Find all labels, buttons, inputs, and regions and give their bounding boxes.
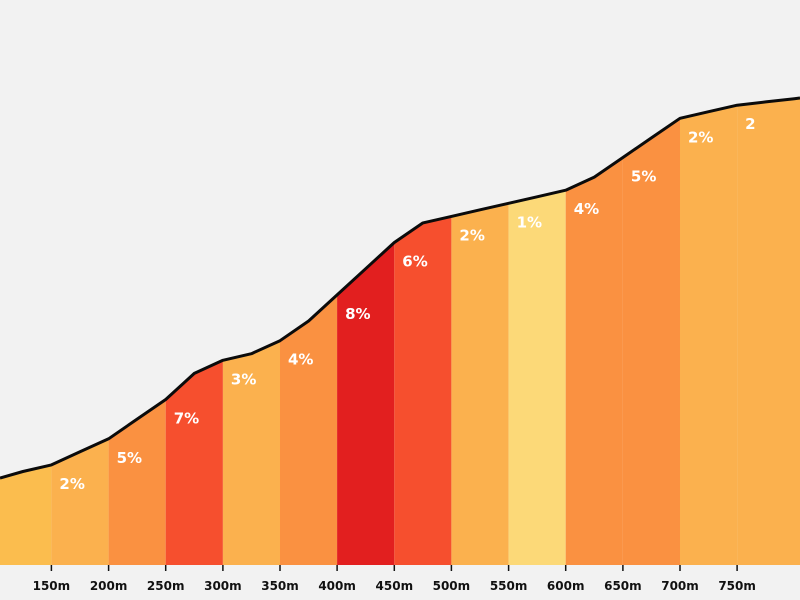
x-tick-label-1: 200m [90, 579, 128, 593]
grade-segment-1 [51, 438, 109, 565]
grade-segment-10 [565, 157, 623, 565]
grade-label-2: 5% [117, 449, 142, 467]
grade-label-11: 5% [631, 168, 656, 186]
x-tick-label-9: 600m [547, 579, 585, 593]
grade-segment-12 [680, 105, 738, 565]
x-tick-label-5: 400m [318, 579, 356, 593]
grade-segment-9 [508, 190, 566, 565]
grade-labels: 2% 5% 7% 3% 4% 8% 6% 2% 1% 4% 5% 2% 2 [59, 115, 755, 493]
grade-label-8: 2% [459, 226, 484, 244]
x-tick-label-6: 450m [376, 579, 414, 593]
x-tick-label-7: 500m [433, 579, 471, 593]
grade-segment-7 [394, 216, 452, 565]
x-tick-label-2: 250m [147, 579, 185, 593]
grade-label-13: 2 [745, 115, 755, 133]
x-tick-label-11: 700m [661, 579, 699, 593]
grade-label-9: 1% [517, 213, 542, 231]
grade-segment-5 [280, 294, 338, 565]
x-tick-label-3: 300m [204, 579, 242, 593]
grade-segment-2 [108, 399, 166, 565]
grade-label-6: 8% [345, 305, 370, 323]
x-tick-label-8: 550m [490, 579, 528, 593]
grade-segment-0 [0, 464, 52, 565]
x-tick-label-4: 350m [261, 579, 299, 593]
grade-label-10: 4% [574, 200, 599, 218]
grade-label-4: 3% [231, 370, 256, 388]
grade-segment-3 [165, 360, 223, 565]
x-tick-label-12: 750m [718, 579, 756, 593]
grade-segment-11 [622, 118, 680, 566]
grade-segments [0, 98, 800, 566]
x-tick-label-0: 150m [33, 579, 71, 593]
grade-label-5: 4% [288, 351, 313, 369]
elevation-profile-line [0, 96, 800, 480]
x-axis-ticks: 150m 200m 250m 300m 350m 400m 450m 500m 550m 600m… [33, 565, 756, 593]
grade-label-3: 7% [174, 410, 199, 428]
grade-label-12: 2% [688, 128, 713, 146]
grade-label-1: 2% [59, 475, 84, 493]
x-tick-label-10: 650m [604, 579, 642, 593]
grade-segment-13 [737, 98, 800, 565]
grade-segment-4 [222, 340, 280, 565]
grade-label-7: 6% [402, 253, 427, 271]
grade-segment-6 [337, 242, 395, 565]
grade-segment-8 [451, 203, 509, 566]
